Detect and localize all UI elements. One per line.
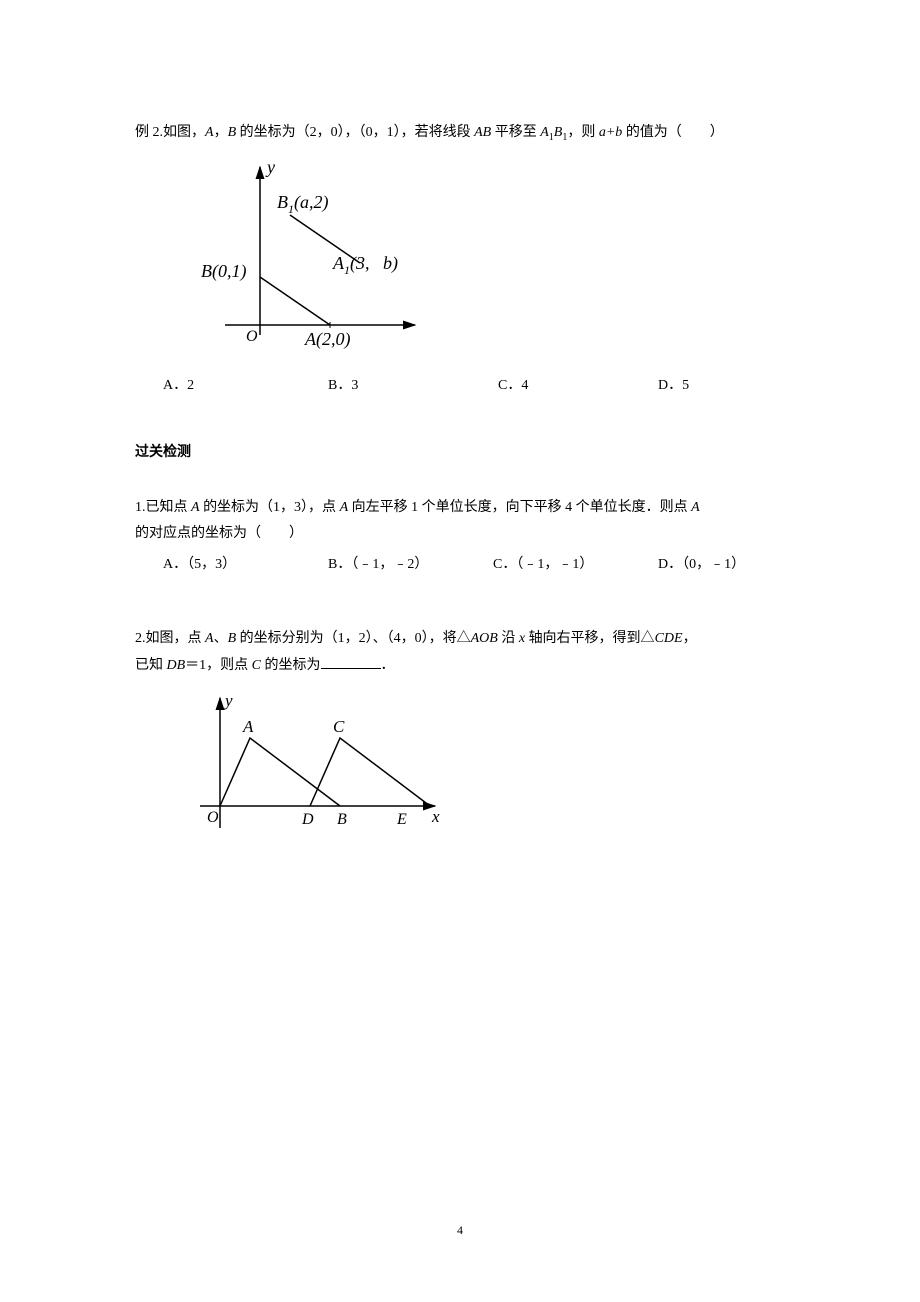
q1-options: A．（5，3） B．（﹣1，﹣2） C．（﹣1，﹣1） D．（0，﹣1）: [135, 552, 785, 579]
q1-A3: A: [691, 500, 700, 515]
q2-O: O: [207, 809, 219, 826]
ex2-b5: 的值为（ ）: [622, 125, 724, 140]
ex2-svg: y O B(0,1) B1(a,2) A1(3, b) A(2,0): [185, 155, 445, 355]
q1-text2: 的对应点的坐标为（ ）: [135, 521, 785, 548]
ex2-A13br: (3, b): [350, 253, 398, 274]
ex2-A: A: [205, 125, 214, 140]
q2-sep: 、: [214, 631, 228, 646]
q2-comma: ，: [683, 631, 697, 646]
q2-Dlab: D: [301, 811, 314, 828]
ex2-B: B: [228, 125, 237, 140]
ex2-b4: ，则: [567, 125, 599, 140]
q2-AOB: AOB: [471, 631, 498, 646]
ex2-AB: AB: [474, 125, 491, 140]
q2-B: B: [228, 631, 237, 646]
q1-prefix: 1.已知点: [135, 500, 191, 515]
q2-l2e: 的坐标为: [261, 658, 321, 673]
ex2-B1a2r: (a,2): [294, 192, 329, 213]
q2-text2: 已知 DB＝1，则点 C 的坐标为 ．: [135, 653, 785, 680]
q1-m2: 向左平移 1 个单位长度，向下平移 4 个单位长度．则点: [348, 500, 691, 515]
q2-svg: y x O A C D B E: [185, 688, 455, 848]
page-number: 4: [0, 1219, 920, 1242]
ex2-B1a2: B: [277, 192, 288, 212]
ex2-optA: A．2: [163, 373, 328, 400]
q1-optD: D．（0，﹣1）: [658, 552, 745, 579]
q2-C: C: [252, 658, 261, 673]
ex2-prefix: 例 2.如图，: [135, 125, 205, 140]
q1-optA: A．（5，3）: [163, 552, 328, 579]
section-title: 过关检测: [135, 440, 785, 467]
ex2-A20: A(2,0): [304, 329, 350, 350]
q2-Clab: C: [333, 717, 345, 736]
q2-period: ．: [381, 658, 395, 673]
ex2-B01: B(0,1): [201, 261, 246, 282]
ex2-A1: A: [540, 125, 549, 140]
q2-l2m: ＝1，则点: [185, 658, 252, 673]
q2-text: 2.如图，点 A、B 的坐标分别为（1，2）、（4，0），将△AOB 沿 x 轴…: [135, 626, 785, 653]
q2-m1: 的坐标分别为（1，2）、（4，0），将△: [236, 631, 471, 646]
ex2-O-label: O: [246, 328, 258, 345]
q2-A: A: [205, 631, 214, 646]
example2-options: A．2 B．3 C．4 D．5: [135, 373, 785, 400]
ex2-optD: D．5: [658, 373, 689, 400]
q2-x-axis-label: x: [431, 807, 440, 826]
q1-m1: 的坐标为（1，3），点: [200, 500, 340, 515]
q2-blank: [321, 655, 381, 669]
ex2-y-label: y: [265, 157, 275, 177]
example2-figure: y O B(0,1) B1(a,2) A1(3, b) A(2,0): [185, 155, 785, 366]
q1-A2: A: [340, 500, 349, 515]
q2-l2p: 已知: [135, 658, 167, 673]
q1-optB: B．（﹣1，﹣2）: [328, 552, 493, 579]
svg-text:A1(3, b): A1(3, b): [332, 253, 398, 277]
ex2-b1: ，: [214, 125, 228, 140]
q2-Blab: B: [337, 811, 347, 828]
q1-tail: 的对应点的坐标为（ ）: [135, 526, 303, 541]
q2-m3: 轴向右平移，得到△: [525, 631, 655, 646]
q2-y-label: y: [223, 691, 233, 710]
q1-A1: A: [191, 500, 200, 515]
q2-Elab: E: [396, 811, 407, 828]
q1-text: 1.已知点 A 的坐标为（1，3），点 A 向左平移 1 个单位长度，向下平移 …: [135, 495, 785, 522]
example2-text: 例 2.如图，A，B 的坐标为（2，0），（0，1），若将线段 AB 平移至 A…: [135, 120, 785, 147]
q2-figure: y x O A C D B E: [185, 688, 785, 859]
q2-CDE: CDE: [655, 631, 683, 646]
q1-optC: C．（﹣1，﹣1）: [493, 552, 658, 579]
ex2-ab: a+b: [599, 125, 622, 140]
ex2-b2: 的坐标为（2，0），（0，1），若将线段: [236, 125, 474, 140]
ex2-optC: C．4: [498, 373, 658, 400]
q2-DB: DB: [167, 658, 186, 673]
q2-m2: 沿: [498, 631, 519, 646]
ex2-b3: 平移至: [491, 125, 540, 140]
q2-prefix: 2.如图，点: [135, 631, 205, 646]
ex2-optB: B．3: [328, 373, 498, 400]
q2-Alab: A: [242, 717, 254, 736]
svg-text:B1(a,2): B1(a,2): [277, 192, 329, 216]
